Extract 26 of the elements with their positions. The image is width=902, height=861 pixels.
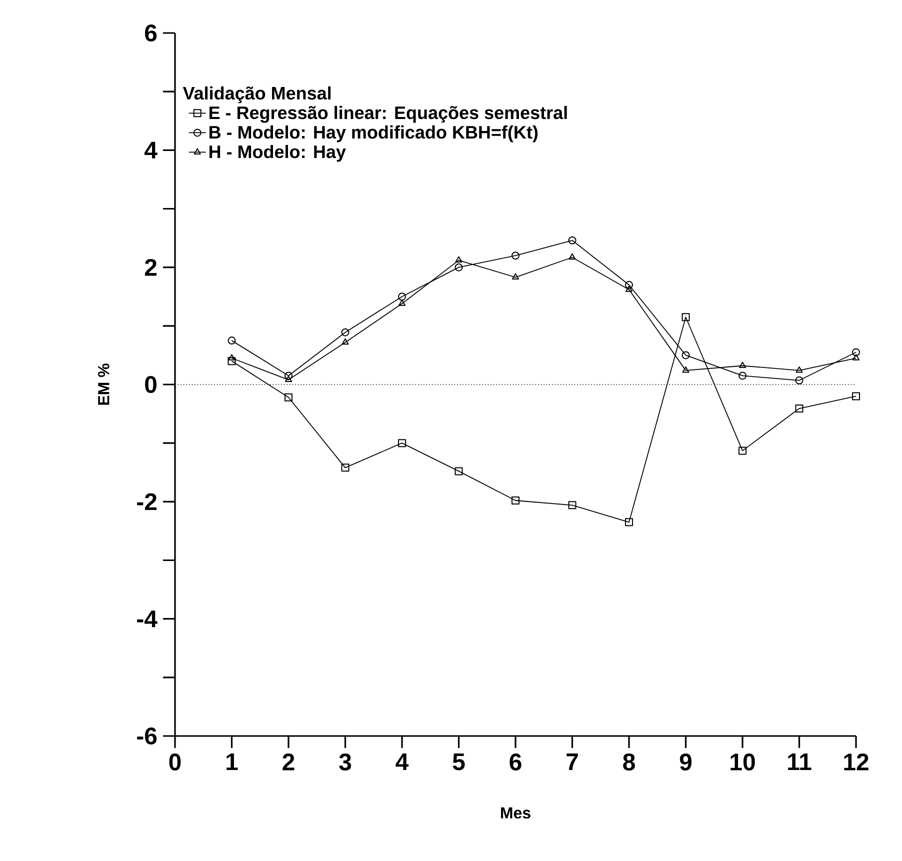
x-tick-label: 11: [788, 754, 812, 770]
y-tick-label: -6: [137, 727, 157, 744]
y-tick-label: 0: [145, 376, 156, 393]
x-tick-label: 4: [396, 754, 409, 770]
legend-label: H - Modelo: Hay: [210, 144, 346, 162]
y-tick-label: 6: [145, 24, 157, 42]
x-axis-title: Mes: [501, 807, 530, 819]
y-tick-label: -2: [137, 493, 157, 510]
x-tick-label: 12: [844, 754, 868, 770]
x-tick-label: 2: [282, 754, 294, 770]
x-tick-label: 3: [339, 754, 352, 771]
x-tick-label: 7: [566, 754, 578, 770]
x-tick-label: 1: [226, 754, 238, 770]
legend-label: B - Modelo: Hay modificado KBH=f(Kt): [210, 125, 538, 142]
x-tick-label: 8: [623, 754, 635, 771]
x-tick-label: 6: [510, 754, 522, 771]
y-tick-label: 4: [144, 142, 158, 158]
x-tick-label: 10: [730, 754, 755, 771]
x-tick-label: 9: [680, 754, 692, 771]
x-tick-label: 5: [452, 754, 465, 770]
legend-label: E - Regressão linear: Equações semestral: [210, 106, 567, 123]
y-tick-label: -4: [137, 610, 158, 628]
y-axis-title: EM %: [98, 364, 110, 405]
legend-title: Validação Mensal: [182, 86, 331, 104]
x-tick-label: 0: [169, 754, 181, 771]
y-tick-label: 2: [144, 258, 157, 276]
